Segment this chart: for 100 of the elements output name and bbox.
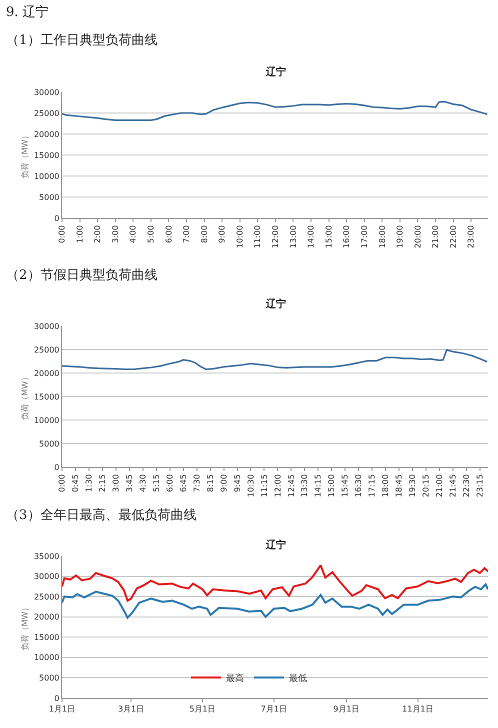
legend-label: 最高	[226, 673, 244, 684]
x-tick-label: 9:00	[218, 225, 227, 244]
x-tick-label: 6:00	[165, 474, 174, 492]
x-tick-label: 18:00	[381, 474, 390, 498]
text: （3）全年日最高、最低负荷曲线	[6, 507, 196, 523]
x-tick-label: 6:00	[164, 225, 174, 244]
line-series	[62, 349, 488, 370]
x-tick-label: 2:00	[93, 225, 102, 244]
y-tick-label: 30000	[34, 572, 60, 582]
x-tick-label: 8:15	[206, 474, 215, 492]
y-tick-label: 20000	[34, 368, 60, 378]
x-tick-label: 14:15	[314, 474, 323, 498]
chart-title: 辽宁	[265, 298, 286, 310]
x-tick-label: 3:00	[112, 474, 121, 492]
x-tick-label: 17:15	[368, 474, 377, 498]
text: （2）节假日典型负荷曲线	[6, 268, 158, 283]
x-tick-label: 7:00	[182, 225, 192, 244]
y-tick-label: 30000	[34, 322, 60, 331]
y-tick-label: 0	[54, 694, 60, 703]
x-tick-label: 11月1日	[402, 704, 434, 714]
line-series	[62, 583, 488, 619]
chart-title: 辽宁	[265, 66, 286, 78]
x-tick-label: 0:00	[58, 474, 67, 492]
y-tick-label: 0	[54, 462, 60, 472]
x-tick-label: 11:15	[260, 474, 269, 498]
x-tick-label: 5:15	[152, 474, 161, 492]
x-tick-label: 15:45	[340, 474, 350, 498]
x-tick-label: 16:30	[354, 474, 364, 498]
x-tick-label: 23:15	[476, 474, 485, 498]
y-tick-label: 10000	[34, 172, 60, 181]
x-tick-label: 11:00	[253, 225, 262, 248]
x-tick-label: 1:00	[75, 225, 84, 244]
x-tick-label: 21:00	[435, 474, 444, 498]
x-tick-label: 5月1日	[189, 704, 216, 714]
x-tick-label: 4:30	[138, 474, 148, 492]
x-tick-label: 20:15	[422, 474, 431, 498]
x-tick-label: 15:00	[327, 474, 336, 498]
x-tick-label: 21:00	[431, 225, 440, 248]
x-tick-label: 1:30	[84, 474, 94, 492]
text: 9. 辽宁	[6, 4, 49, 20]
x-tick-label: 7:30	[192, 474, 202, 492]
x-tick-label: 12:00	[273, 474, 282, 498]
y-tick-label: 5000	[39, 439, 60, 448]
x-tick-label: 19:30	[408, 474, 418, 498]
x-tick-label: 13:30	[300, 474, 310, 498]
y-axis-title: 负荷（MW）	[20, 373, 30, 420]
x-tick-label: 2:15	[98, 474, 108, 492]
x-tick-label: 18:45	[394, 474, 404, 498]
x-tick-label: 8:00	[200, 225, 209, 244]
x-tick-label: 14:00	[306, 225, 316, 248]
x-tick-label: 15:00	[324, 225, 334, 248]
y-tick-label: 25000	[34, 108, 60, 118]
y-axis-title: 负荷（MW）	[20, 132, 30, 178]
x-tick-label: 12:00	[271, 225, 280, 248]
y-tick-label: 15000	[34, 632, 60, 642]
y-tick-label: 20000	[34, 612, 60, 622]
x-tick-label: 10:00	[235, 225, 244, 248]
x-tick-label: 12:45	[286, 474, 296, 498]
x-tick-label: 3:45	[125, 474, 134, 492]
x-tick-label: 13:00	[288, 225, 298, 248]
y-tick-label: 10000	[34, 416, 60, 425]
x-tick-label: 9月1日	[333, 704, 360, 714]
x-tick-label: 9:00	[219, 474, 228, 492]
y-tick-label: 35000	[34, 552, 60, 561]
line-series	[62, 100, 488, 121]
x-tick-label: 3:00	[110, 225, 120, 244]
x-tick-label: 6:45	[178, 474, 188, 492]
y-tick-label: 15000	[34, 392, 60, 402]
y-tick-label: 25000	[34, 345, 60, 354]
y-tick-label: 20000	[34, 130, 60, 139]
x-tick-label: 16:00	[342, 225, 352, 248]
y-tick-label: 5000	[39, 674, 60, 683]
chart-title: 辽宁	[265, 539, 286, 551]
y-tick-label: 10000	[34, 653, 60, 662]
legend-label: 最低	[289, 673, 307, 684]
text: （1）工作日典型负荷曲线	[6, 33, 158, 48]
y-axis-title: 负荷（MW）	[20, 604, 30, 650]
x-tick-label: 9:45	[232, 474, 242, 492]
x-tick-label: 10:30	[246, 474, 256, 498]
x-tick-label: 0:45	[71, 474, 80, 492]
x-tick-label: 23:00	[466, 225, 476, 248]
x-tick-label: 3月1日	[118, 704, 144, 714]
x-tick-label: 20:00	[413, 225, 422, 248]
y-tick-label: 5000	[39, 192, 60, 202]
x-tick-label: 18:00	[378, 225, 387, 248]
x-tick-label: 7月1日	[260, 704, 287, 714]
x-tick-label: 21:45	[448, 474, 458, 498]
x-tick-label: 4:00	[128, 225, 138, 244]
x-tick-label: 5:00	[146, 225, 156, 244]
x-tick-label: 19:00	[396, 225, 405, 248]
x-tick-label: 0:00	[58, 225, 67, 244]
y-tick-label: 30000	[34, 88, 60, 97]
x-tick-label: 22:30	[462, 474, 472, 498]
x-tick-label: 22:00	[448, 225, 458, 248]
x-tick-label: 1月1日	[48, 704, 76, 714]
y-tick-label: 15000	[34, 150, 60, 160]
line-series	[62, 564, 488, 602]
x-tick-label: 17:00	[360, 225, 369, 248]
y-tick-label: 0	[54, 214, 60, 223]
y-tick-label: 25000	[34, 592, 60, 602]
